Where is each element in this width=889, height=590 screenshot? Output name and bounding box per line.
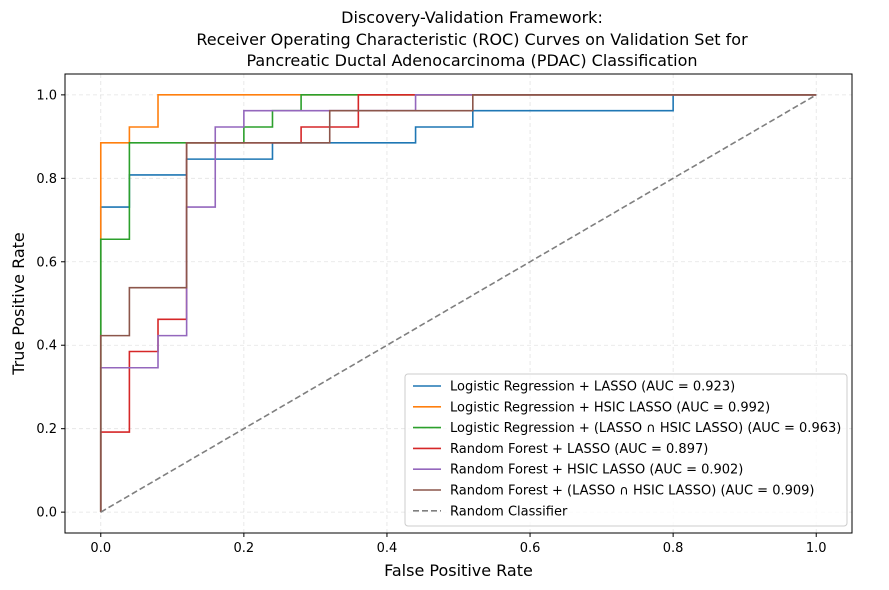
y-tick-label: 0.0 — [36, 506, 57, 521]
chart-title-line-2: Receiver Operating Characteristic (ROC) … — [196, 30, 748, 49]
legend-label: Random Forest + HSIC LASSO (AUC = 0.902) — [450, 463, 743, 478]
legend-label: Logistic Regression + HSIC LASSO (AUC = … — [450, 400, 770, 415]
y-tick-label: 0.4 — [36, 339, 57, 354]
x-tick-label: 0.4 — [377, 541, 398, 556]
legend-label: Random Forest + (LASSO ∩ HSIC LASSO) (AU… — [450, 484, 814, 499]
y-tick-label: 0.6 — [36, 255, 57, 270]
legend-label: Random Classifier — [450, 504, 568, 519]
x-tick-label: 1.0 — [806, 541, 827, 556]
series-line-1 — [99, 94, 817, 513]
plot-area-frame — [64, 73, 853, 534]
x-tick-label: 0.2 — [234, 541, 255, 556]
legend-entries: Logistic Regression + LASSO (AUC = 0.923… — [413, 380, 841, 519]
x-tick-label: 0.0 — [90, 541, 111, 556]
y-tick-label: 0.8 — [36, 172, 57, 187]
legend-label: Logistic Regression + (LASSO ∩ HSIC LASS… — [450, 421, 841, 436]
series-group — [99, 94, 817, 513]
axis-ticks: 0.0 0.2 0.4 0.6 0.8 1.0 0.0 0.2 0.4 0.6 0.8 1.0 — [36, 88, 826, 556]
legend-box — [404, 373, 848, 527]
chart-title-line-3: Pancreatic Ductal Adenocarcinoma (PDAC) … — [246, 51, 697, 70]
chart-title-line-1: Discovery-Validation Framework: — [341, 8, 603, 27]
x-tick-label: 0.8 — [663, 541, 684, 556]
legend-label: Logistic Regression + LASSO (AUC = 0.923… — [450, 380, 735, 395]
legend: Logistic Regression + LASSO (AUC = 0.923… — [404, 373, 848, 527]
series-line-6 — [100, 94, 817, 513]
x-tick-label: 0.6 — [520, 541, 541, 556]
legend-label: Random Forest + LASSO (AUC = 0.897) — [450, 442, 708, 457]
y-tick-label: 0.2 — [36, 422, 57, 437]
y-axis-label: True Positive Rate — [9, 232, 28, 376]
x-axis-label: False Positive Rate — [384, 561, 533, 580]
y-tick-label: 1.0 — [36, 88, 57, 103]
series-line-5 — [99, 94, 817, 513]
